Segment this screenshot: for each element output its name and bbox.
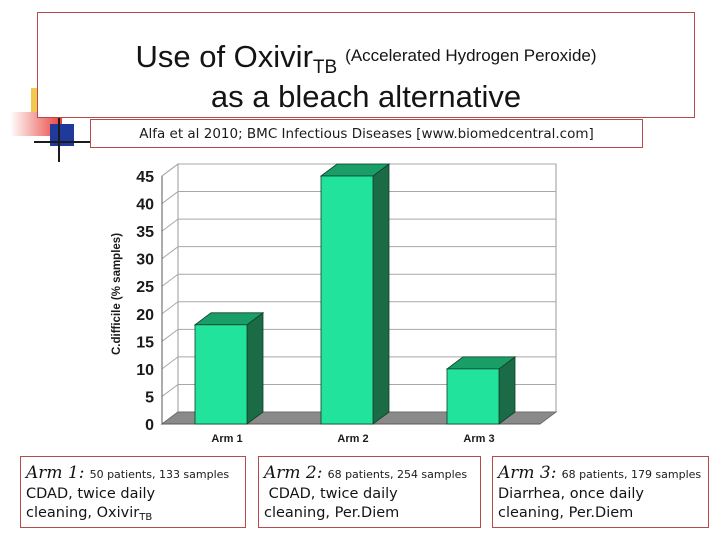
citation-box: Alfa et al 2010; BMC Infectious Diseases…: [90, 119, 643, 148]
arm-line-2-subscript: TB: [139, 512, 153, 523]
y-tick-label: 30: [136, 252, 154, 269]
arm-box-3: Arm 3: 68 patients, 179 samples Diarrhea…: [492, 456, 709, 528]
gridline: [161, 383, 556, 397]
decorative-horizontal-line: [34, 141, 94, 143]
arm-line-2: cleaning, Per.Diem: [264, 505, 475, 523]
arm-line-2-text: cleaning, Oxivir: [26, 505, 140, 521]
x-tick-label: Arm 1: [211, 433, 242, 445]
arm-line-2: cleaning, Per.Diem: [498, 505, 703, 523]
bar-side: [372, 163, 390, 425]
bar: [194, 324, 248, 425]
y-tick-label: 5: [145, 389, 154, 406]
arm-line-2: cleaning, OxivirTB: [26, 505, 240, 523]
gridline: [161, 191, 556, 204]
gridline: [161, 301, 556, 315]
arm-detail: 68 patients, 179 samples: [561, 468, 702, 481]
title-main: Use of Oxivir: [135, 39, 313, 74]
y-tick-label: 15: [136, 334, 154, 351]
arm-name: Arm 1:: [26, 463, 85, 483]
x-tick-label: Arm 3: [463, 433, 494, 445]
y-tick-label: 0: [145, 417, 154, 434]
arm-line-2-text: cleaning, Per.Diem: [264, 505, 400, 521]
arm-box-2: Arm 2: 68 patients, 254 samples CDAD, tw…: [258, 456, 481, 528]
arm-name: Arm 3:: [498, 463, 557, 483]
y-tick-label: 35: [136, 224, 154, 241]
y-tick-label: 10: [136, 362, 154, 379]
x-tick-label: Arm 2: [337, 433, 368, 445]
slide-title-line1: Use of OxivirTB (Accelerated Hydrogen Per…: [38, 39, 694, 79]
title-subscript: TB: [312, 57, 338, 78]
title-box: Use of OxivirTB (Accelerated Hydrogen Per…: [37, 12, 695, 118]
y-axis-label: C.difficile (% samples): [111, 233, 123, 355]
gridline: [161, 163, 556, 177]
title-parenthetical: (Accelerated Hydrogen Peroxide): [345, 46, 597, 65]
plot-left-wall: [161, 163, 179, 425]
gridline: [161, 273, 556, 287]
gridline: [161, 328, 556, 342]
decorative-blue-square: [50, 124, 74, 146]
bar-side: [246, 312, 264, 425]
gridline: [161, 218, 556, 232]
arm-detail: 68 patients, 254 samples: [327, 468, 468, 481]
gridline: [161, 356, 556, 370]
y-tick-label: 25: [136, 279, 154, 296]
slide-title-line2: as a bleach alternative: [210, 79, 522, 114]
arm-line-2-text: cleaning, Per.Diem: [498, 505, 634, 521]
bar: [446, 368, 500, 425]
bar: [320, 175, 374, 425]
arm-line-1: Diarrhea, once daily: [498, 486, 644, 502]
arm-name: Arm 2:: [264, 463, 323, 483]
arm-detail: 50 patients, 133 samples: [89, 468, 230, 481]
arm-line-1: CDAD, twice daily: [264, 486, 398, 502]
arm-box-1: Arm 1: 50 patients, 133 samples CDAD, tw…: [20, 456, 246, 528]
bar-chart: 0 5 10 15 20 25 30 35 40 45 C.difficile (% samples…: [111, 163, 558, 445]
y-tick-label: 45: [136, 169, 154, 186]
arm-line-1: CDAD, twice daily: [26, 486, 156, 502]
decorative-vertical-line: [58, 116, 60, 162]
y-tick-label: 20: [136, 307, 154, 324]
gridline: [161, 246, 556, 260]
citation-text: Alfa et al 2010; BMC Infectious Diseases…: [139, 126, 594, 142]
y-tick-label: 40: [136, 197, 154, 214]
